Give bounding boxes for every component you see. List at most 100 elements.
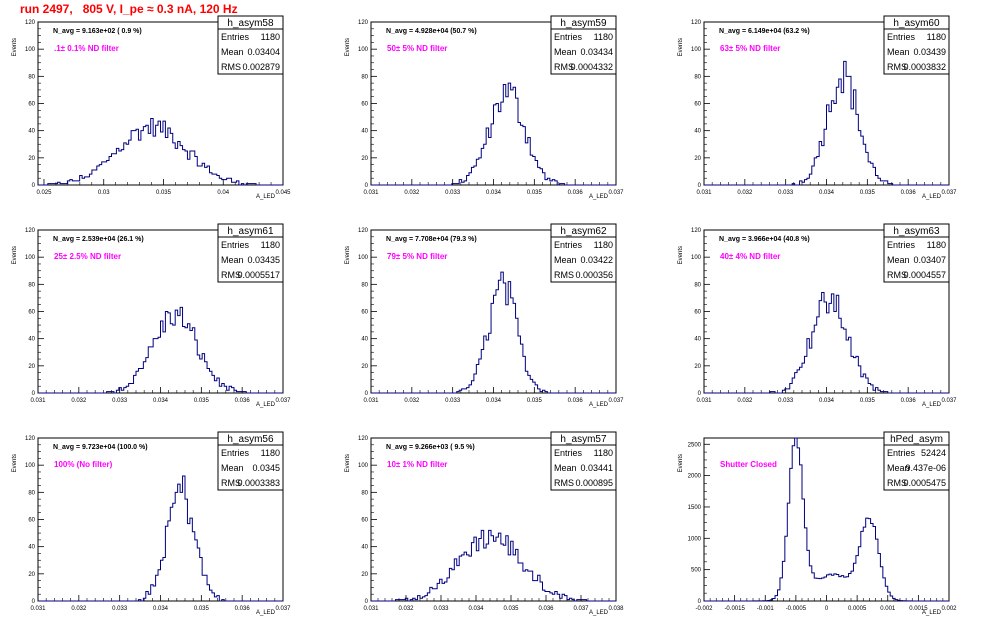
n-avg-label: N_avg = 9.163e+02 ( 0.9 %): [53, 28, 142, 35]
stats-label-entries: Entries: [887, 240, 916, 250]
stats-value-rms: 0.000356: [575, 270, 613, 280]
x-tick-label: -0.001: [757, 606, 775, 612]
filter-label: 63± 5% ND filter: [720, 44, 780, 53]
y-tick-label: 60: [361, 518, 368, 524]
x-axis-label: A_LED: [256, 402, 276, 408]
y-axis-label: Events: [678, 454, 684, 472]
y-tick-label: 60: [694, 102, 701, 108]
y-axis-label: Events: [345, 38, 351, 56]
stats-label-entries: Entries: [554, 32, 583, 42]
y-tick-label: 80: [361, 490, 368, 496]
x-tick-label: 0.035: [156, 190, 172, 196]
stats-label-entries: Entries: [554, 448, 583, 458]
x-axis-label: A_LED: [589, 610, 609, 616]
histogram-line: [371, 82, 616, 186]
x-tick-label: 0.037: [608, 398, 624, 404]
stats-label-rms: RMS: [887, 478, 907, 488]
y-tick-label: 20: [694, 156, 701, 162]
stats-box: [550, 431, 617, 491]
x-tick-label: 0.034: [468, 606, 484, 612]
histogram-pane-h_asym61: Events 0 20 40 60 80 100 120 0.031 0.032 0.033 0.03…: [12, 223, 291, 408]
y-tick-label: 100: [25, 255, 36, 261]
y-tick-label: 100: [25, 47, 36, 53]
histogram-title: hPed_asym: [890, 434, 943, 445]
x-tick-label: 0.025: [36, 190, 52, 196]
x-tick-label: 0.034: [486, 398, 502, 404]
y-tick-label: 20: [694, 364, 701, 370]
stats-label-entries: Entries: [221, 448, 250, 458]
x-tick-label: 0.033: [778, 190, 794, 196]
y-tick-label: 80: [694, 74, 701, 80]
y-tick-label: 120: [25, 228, 36, 234]
x-tick-label: 0.031: [363, 398, 379, 404]
stats-label-rms: RMS: [554, 62, 574, 72]
x-tick-label: 0.03: [98, 190, 110, 196]
histogram-title: h_asym57: [560, 434, 607, 445]
x-axis-label: A_LED: [922, 610, 942, 616]
x-tick-label: 0.032: [398, 606, 414, 612]
y-tick-label: 2000: [688, 474, 702, 480]
y-tick-label: 0: [365, 391, 369, 397]
y-tick-label: 60: [28, 102, 35, 108]
x-tick-label: 0.037: [941, 398, 957, 404]
histogram-pane-h_asym56: Events 0 20 40 60 80 100 120 0.031 0.032 0.033 0.03…: [12, 431, 291, 616]
x-tick-label: 0.036: [568, 190, 584, 196]
x-tick-label: 0.032: [71, 606, 87, 612]
filter-label: .1± 0.1% ND filter: [54, 44, 119, 53]
y-tick-label: 40: [361, 337, 368, 343]
x-axis-label: A_LED: [589, 194, 609, 200]
stats-value-rms: 0.0004557: [903, 270, 946, 280]
y-tick-label: 100: [691, 255, 702, 261]
stats-value-rms: 0.000895: [575, 478, 613, 488]
stats-value-mean: 0.03434: [580, 47, 613, 57]
y-axis-label: Events: [345, 454, 351, 472]
stats-value-entries: 1180: [594, 240, 613, 250]
x-tick-label: 0.036: [538, 606, 554, 612]
stats-label-mean: Mean: [887, 47, 910, 57]
x-tick-label: 0.036: [235, 398, 251, 404]
histogram-pane-h_asym59: Events 0 20 40 60 80 100 120 0.031 0.032 0.033 0.03…: [345, 15, 624, 200]
n-avg-label: N_avg = 2.539e+04 (26.1 %): [53, 236, 144, 243]
stats-value-entries: 1180: [261, 240, 280, 250]
stats-value-mean: 0.03422: [580, 255, 613, 265]
y-tick-label: 40: [694, 337, 701, 343]
n-avg-label: N_avg = 9.266e+03 ( 9.5 %): [386, 444, 475, 451]
x-axis-label: A_LED: [922, 194, 942, 200]
x-tick-label: 0.031: [696, 190, 712, 196]
y-axis-label: Events: [345, 246, 351, 264]
x-tick-label: 0.031: [363, 606, 379, 612]
y-tick-label: 60: [694, 310, 701, 316]
stats-box: [217, 431, 284, 491]
stats-value-rms: 0.0003383: [237, 478, 280, 488]
y-tick-label: 100: [25, 463, 36, 469]
stats-label-mean: Mean: [554, 463, 577, 473]
y-tick-label: 120: [25, 436, 36, 442]
y-tick-label: 40: [28, 337, 35, 343]
y-tick-label: 40: [28, 129, 35, 135]
histogram-line: [38, 306, 283, 394]
stats-label-entries: Entries: [887, 32, 916, 42]
x-tick-label: 0.045: [275, 190, 291, 196]
x-tick-label: 0.034: [153, 606, 169, 612]
histogram-title: h_asym61: [227, 226, 274, 237]
x-tick-label: 0.034: [819, 398, 835, 404]
x-tick-label: 0.035: [194, 606, 210, 612]
y-tick-label: 80: [361, 282, 368, 288]
stats-value-rms: 0.002879: [242, 62, 280, 72]
y-tick-label: 100: [358, 255, 369, 261]
stats-value-rms: 0.0005475: [903, 478, 946, 488]
y-tick-label: 80: [694, 282, 701, 288]
stats-value-rms: 0.0003832: [903, 62, 946, 72]
histogram-line: [38, 475, 283, 602]
histogram-pane-h_asym57: Events 0 20 40 60 80 100 120 0.031 0.032 0.033 0.03…: [345, 431, 624, 616]
x-tick-label: 0.031: [30, 606, 46, 612]
y-tick-label: 0: [32, 599, 36, 605]
histogram-title: h_asym62: [560, 226, 607, 237]
x-tick-label: 0.034: [486, 190, 502, 196]
x-tick-label: 0.035: [503, 606, 519, 612]
y-axis-label: Events: [12, 454, 18, 472]
x-tick-label: 0.001: [880, 606, 896, 612]
histogram-line: [38, 117, 283, 186]
x-tick-label: 0.033: [778, 398, 794, 404]
stats-value-mean: 0.03404: [247, 47, 280, 57]
